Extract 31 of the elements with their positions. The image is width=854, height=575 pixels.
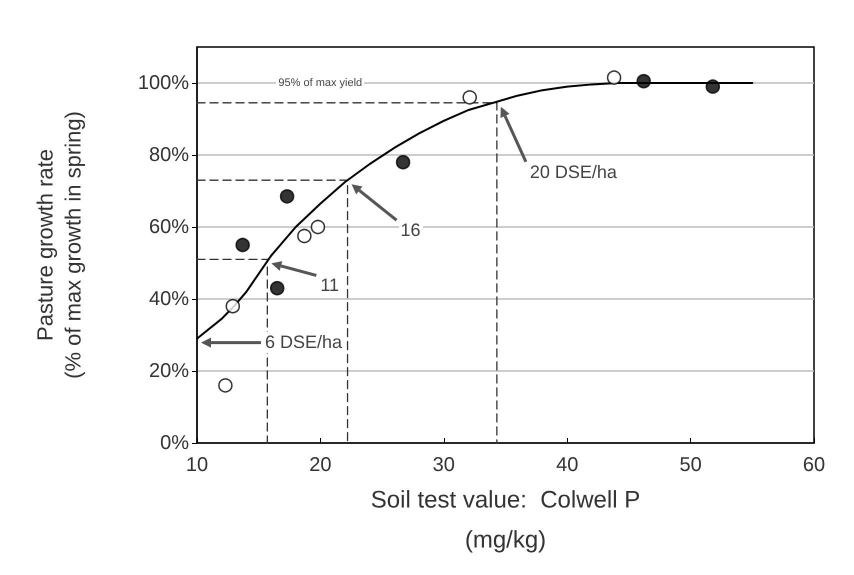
- point: [270, 280, 284, 296]
- point: [280, 189, 294, 204]
- x-tick-label: 40: [556, 454, 578, 476]
- y-tick-label: 40%: [148, 288, 190, 310]
- point: [396, 154, 410, 170]
- point: [462, 90, 477, 105]
- y-tick-label: 60%: [148, 216, 190, 238]
- annotation: 20 DSE/ha: [528, 162, 619, 183]
- y-tick-label: 100%: [138, 72, 190, 94]
- annotation: 16: [398, 220, 423, 242]
- x-axis-title: Soil test value: Colwell P (mg/kg): [370, 486, 640, 554]
- annotation: 95% of max yield: [276, 77, 364, 89]
- point: [218, 378, 233, 393]
- x-tick-label: 20: [309, 454, 332, 476]
- y-axis-title: Pasture growth rate (% of max growth in spring): [32, 111, 86, 379]
- point: [235, 238, 250, 252]
- point: [310, 220, 326, 234]
- point: [606, 70, 622, 85]
- point: [706, 79, 720, 94]
- point: [226, 298, 240, 314]
- point: [636, 74, 651, 88]
- x-tick-label: 60: [802, 454, 826, 476]
- annotation: 6 DSE/ha: [263, 332, 344, 354]
- y-tick-label: 0%: [160, 432, 190, 454]
- y-tick-label: 20%: [148, 360, 190, 382]
- x-tick-label: 10: [186, 454, 208, 476]
- y-tick-label: 80%: [148, 144, 190, 166]
- x-tick-label: 50: [679, 454, 702, 476]
- x-tick-label: 30: [432, 454, 455, 476]
- point: [297, 228, 312, 244]
- annotation: 11: [318, 275, 342, 296]
